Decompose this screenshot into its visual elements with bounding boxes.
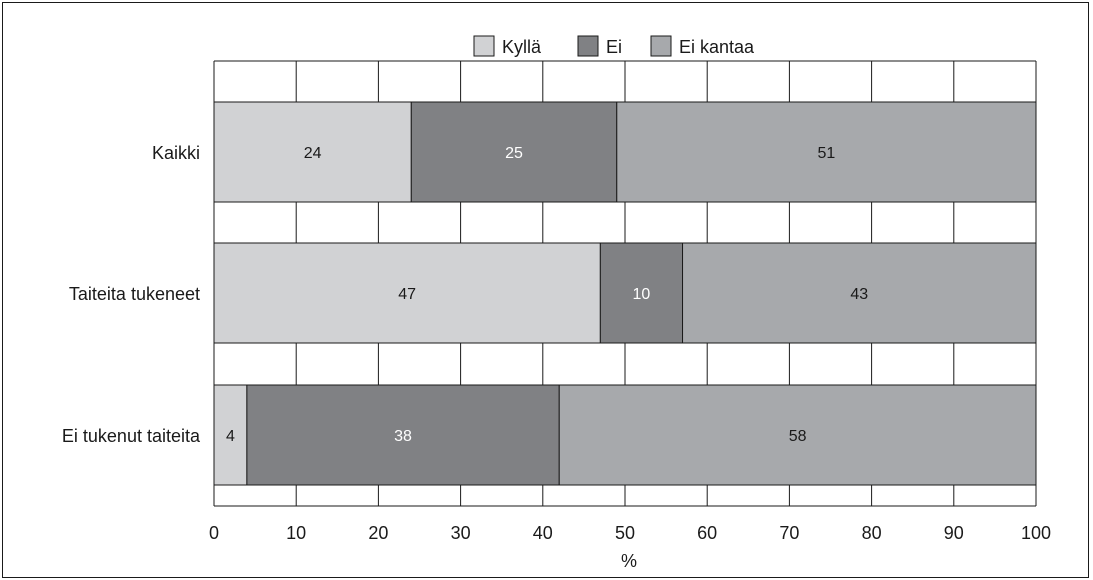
data-label: 10 <box>633 286 651 303</box>
legend-label: Ei kantaa <box>679 37 755 57</box>
bar-segment <box>599 242 684 344</box>
legend-label: Ei <box>606 37 622 57</box>
bar-segment <box>410 101 618 203</box>
x-tick-label: 80 <box>862 523 882 543</box>
legend-swatch <box>473 35 495 57</box>
data-label: 4 <box>226 428 235 445</box>
x-tick-label: 30 <box>451 523 471 543</box>
data-label: 58 <box>789 428 807 445</box>
bar-segment <box>213 242 601 344</box>
data-label: 24 <box>304 145 322 162</box>
category-label: Taiteita tukeneet <box>69 284 200 304</box>
bar-segment <box>616 101 1037 203</box>
bar-segment <box>682 242 1037 344</box>
x-axis-label: % <box>621 551 637 571</box>
data-label: 43 <box>850 286 868 303</box>
legend-label: Kyllä <box>502 37 542 57</box>
x-tick-label: 100 <box>1021 523 1051 543</box>
x-tick-label: 40 <box>533 523 553 543</box>
legend-swatch <box>577 35 599 57</box>
x-tick-label: 90 <box>944 523 964 543</box>
x-tick-label: 60 <box>697 523 717 543</box>
category-label: Ei tukenut taiteita <box>62 426 201 446</box>
data-label: 47 <box>398 286 416 303</box>
bar-segment <box>558 384 1037 486</box>
bar-segment <box>213 384 248 486</box>
legend-swatch <box>650 35 672 57</box>
x-tick-label: 70 <box>779 523 799 543</box>
data-label: 38 <box>394 428 412 445</box>
category-label: Kaikki <box>152 143 200 163</box>
x-tick-label: 20 <box>368 523 388 543</box>
bar-segment <box>213 101 412 203</box>
x-tick-label: 50 <box>615 523 635 543</box>
x-tick-label: 10 <box>286 523 306 543</box>
data-label: 25 <box>505 145 523 162</box>
data-label: 51 <box>817 145 835 162</box>
x-tick-label: 0 <box>209 523 219 543</box>
